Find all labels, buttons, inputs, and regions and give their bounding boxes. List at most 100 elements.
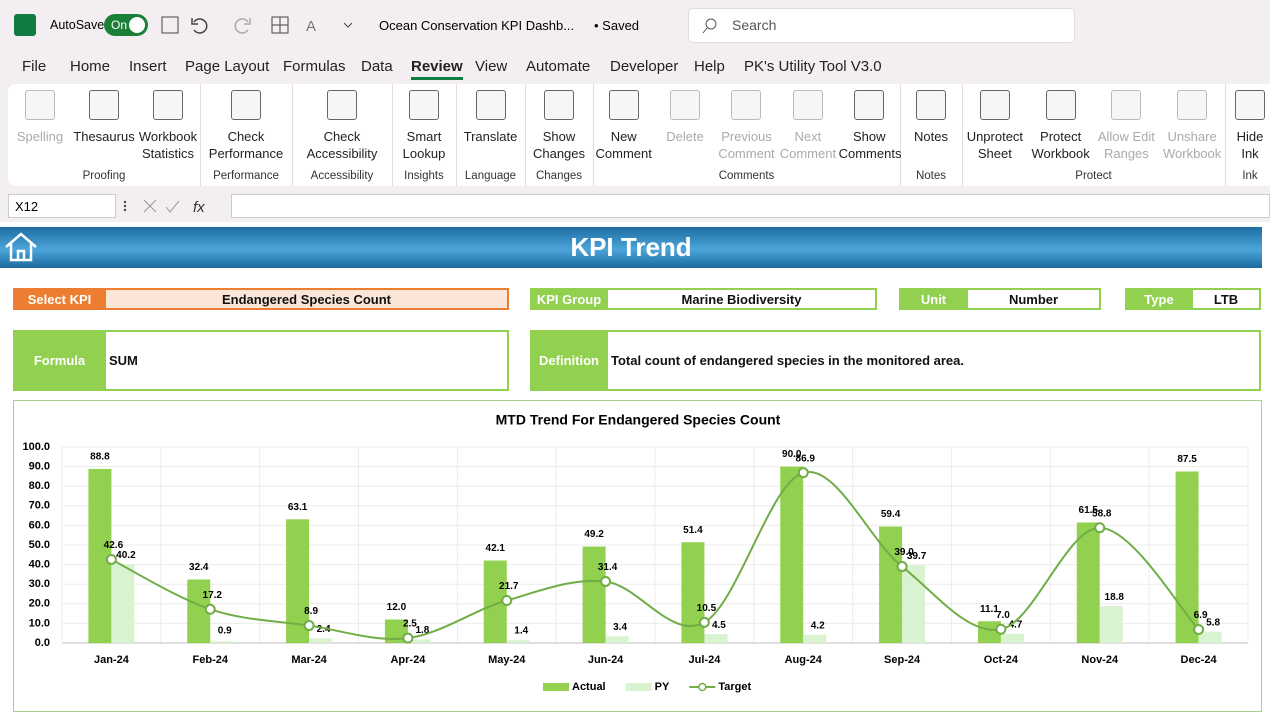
search-box[interactable]: Search <box>688 8 1075 43</box>
field-label: KPI Group <box>530 288 608 310</box>
x-tick-label: Oct-24 <box>984 654 1019 666</box>
button-label: Notes <box>914 129 948 144</box>
menu-tab[interactable]: PK's Utility Tool V3.0 <box>744 58 882 75</box>
group-label: Insights <box>404 170 444 182</box>
bar <box>210 641 234 643</box>
group-label: Accessibility <box>310 170 374 182</box>
menu-tab[interactable]: Help <box>694 58 725 75</box>
button-label: Allow Edit <box>1097 129 1155 144</box>
button-icon <box>979 90 1010 120</box>
button-label: Comment <box>595 146 652 161</box>
menu-tab[interactable]: Home <box>70 58 111 75</box>
ribbon-button[interactable]: Translate <box>456 88 525 145</box>
ribbon-button[interactable]: Allow Edit Ranges <box>1094 88 1160 162</box>
button-label: Next <box>794 129 822 144</box>
bar <box>879 526 903 643</box>
bar <box>483 560 507 643</box>
chart-frame <box>13 400 1262 712</box>
field-label: Unit <box>899 288 968 310</box>
ribbon-button[interactable]: Show Comments <box>838 88 902 162</box>
menu-tab[interactable]: File <box>22 58 47 75</box>
ribbon-button[interactable]: Notes <box>900 88 962 145</box>
py-label: 1.4 <box>514 626 528 637</box>
menu-tab[interactable]: Page Layout <box>185 58 270 75</box>
ribbon-button[interactable]: Check Accessibility <box>292 88 392 162</box>
button-icon <box>854 90 885 120</box>
x-tick-label: Jan-24 <box>94 654 130 666</box>
y-tick-label: 20.0 <box>29 598 50 610</box>
bar <box>803 634 827 643</box>
button-label: Show <box>542 129 576 144</box>
quick-access[interactable]: A <box>160 14 360 38</box>
autosave-toggle[interactable]: On <box>104 14 148 36</box>
x-tick-label: May-24 <box>488 654 526 666</box>
bar <box>681 542 705 643</box>
py-label: 3.4 <box>613 622 627 633</box>
x-tick-label: Jul-24 <box>689 654 722 666</box>
button-icon <box>1111 90 1142 120</box>
menu-tab[interactable]: Data <box>361 58 393 75</box>
button-label: Workbook <box>138 129 198 144</box>
ribbon-button[interactable]: New Comment <box>593 88 654 162</box>
ribbon-button[interactable]: Next Comment <box>777 88 838 162</box>
ribbon-button[interactable]: Delete <box>654 88 715 145</box>
menu-tab[interactable]: View <box>475 58 508 75</box>
ribbon-button[interactable]: Unprotect Sheet <box>962 88 1028 162</box>
name-box[interactable]: X12 <box>8 194 116 218</box>
ribbon-button[interactable]: Thesaurus <box>72 88 136 145</box>
legend-marker <box>698 682 707 692</box>
menu-tab[interactable]: Insert <box>129 58 167 75</box>
menu-tab[interactable]: Review <box>411 58 463 80</box>
fx-label: fx <box>193 199 205 216</box>
field-value: Number <box>968 288 1101 310</box>
button-icon <box>792 90 823 120</box>
ribbon-button[interactable]: Check Performance <box>200 88 292 162</box>
ribbon-button[interactable]: Spelling <box>8 88 72 145</box>
bar <box>780 466 804 643</box>
formula-input[interactable] <box>231 194 1270 218</box>
ribbon-button[interactable]: Protect Workbook <box>1028 88 1094 162</box>
target-label: 6.9 <box>1194 610 1208 621</box>
button-icon <box>25 90 55 120</box>
button-label: Comments <box>838 146 902 161</box>
button-icon <box>1177 90 1208 120</box>
ribbon-button[interactable]: Workbook Statistics <box>136 88 200 162</box>
button-label: Lookup <box>402 146 446 161</box>
group-label: Performance <box>213 170 279 182</box>
button-label: Comment <box>779 146 837 161</box>
menu-tab[interactable]: Formulas <box>283 58 346 75</box>
ribbon-button[interactable]: Unshare Workbook <box>1159 88 1225 162</box>
target-label: 39.0 <box>894 547 914 558</box>
field-value: SUM <box>106 330 509 391</box>
bar-label: 12.0 <box>387 602 407 613</box>
bar <box>88 468 112 643</box>
py-label: 18.8 <box>1105 592 1125 603</box>
ribbon-button[interactable]: Hide Ink <box>1225 88 1270 162</box>
button-icon <box>89 90 119 120</box>
y-tick-label: 90.0 <box>29 461 50 473</box>
autosave-label: AutoSave <box>50 18 105 32</box>
button-label: Spelling <box>16 129 64 144</box>
y-tick-label: 40.0 <box>29 559 50 571</box>
button-icon <box>1045 90 1076 120</box>
button-label: Ranges <box>1103 146 1149 161</box>
field-label: Definition <box>530 330 608 391</box>
ribbon-button[interactable]: Smart Lookup <box>392 88 456 162</box>
menu-tab[interactable]: Developer <box>610 58 679 75</box>
ribbon-group: Changes Show Changes <box>525 84 594 186</box>
button-label: Previous <box>721 129 772 144</box>
y-tick-label: 10.0 <box>29 617 50 629</box>
legend-label: PY <box>655 681 670 693</box>
menu-tab[interactable]: Automate <box>526 58 591 75</box>
bar <box>1000 633 1024 643</box>
button-icon <box>475 90 506 120</box>
button-label: Accessibility <box>306 146 378 161</box>
field-value: Marine Biodiversity <box>608 288 877 310</box>
ribbon-button[interactable]: Show Changes <box>525 88 593 162</box>
button-label: Workbook <box>1031 146 1090 161</box>
x-tick-label: Feb-24 <box>193 654 229 666</box>
bar <box>977 621 1001 643</box>
ribbon-button[interactable]: Previous Comment <box>716 88 777 162</box>
bar <box>506 640 530 643</box>
bar <box>384 619 408 643</box>
